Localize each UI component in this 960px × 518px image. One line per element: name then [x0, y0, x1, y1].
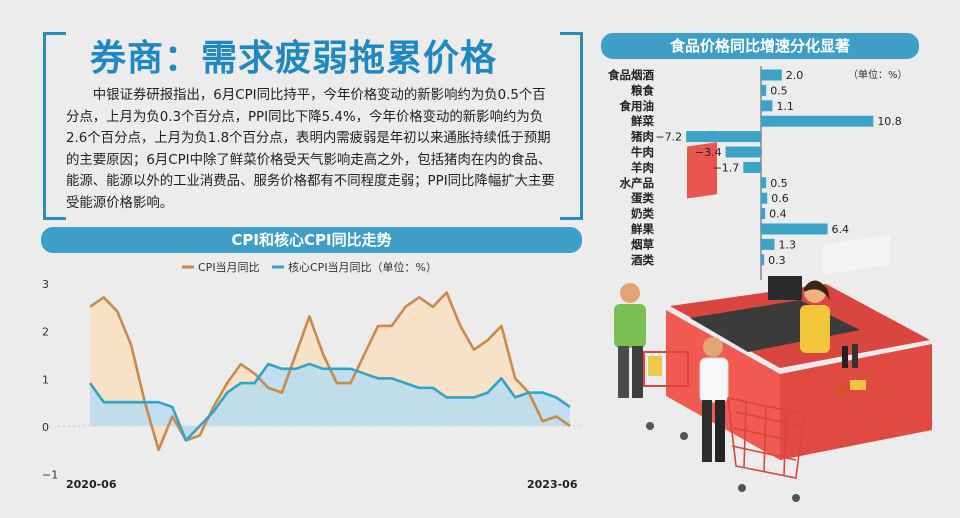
bar-value-label: −3.4: [695, 146, 722, 159]
cart-goods: [648, 356, 662, 376]
cart-wheel: [646, 422, 654, 430]
bar-category-label: 鲜果: [631, 222, 654, 236]
bar: [761, 100, 773, 112]
cashier-hair: [804, 280, 830, 300]
bar-category-label: 猪肉: [630, 130, 654, 144]
series-area-1: [90, 364, 570, 441]
bar: [761, 69, 782, 81]
legend-label-1: 核心CPI当月同比（单位：%）: [288, 260, 437, 274]
bar-value-label: −1.7: [713, 161, 740, 174]
headline-bracket-left: [43, 32, 66, 220]
bar-category-label: 牛肉: [631, 145, 654, 159]
bar-value-label: 10.8: [877, 115, 902, 128]
shopper1-head: [620, 283, 640, 303]
y-tick-label: 0: [42, 421, 49, 434]
y-tick-label: −1: [42, 469, 58, 482]
bar-category-label: 粮食: [631, 83, 654, 97]
series-line-1: [88, 362, 571, 442]
bar-category-label: 羊肉: [631, 160, 654, 174]
bar-category-label: 食品烟酒: [608, 68, 654, 82]
bar: [743, 161, 761, 173]
counter-side: [780, 344, 932, 460]
shopper1-leg2: [632, 346, 643, 398]
x-label-end: 2023-06: [527, 478, 578, 491]
bagging-area: [822, 235, 890, 274]
cart-wheel-4: [792, 494, 800, 502]
bar: [761, 84, 767, 96]
shopper2-head: [703, 337, 723, 357]
bar-category-label: 烟草: [631, 237, 654, 251]
bar-category-label: 水产品: [620, 176, 655, 190]
bottle-item-2: [852, 344, 858, 368]
shelf-sign: [687, 142, 717, 199]
bar-category-label: 鲜菜: [631, 114, 654, 128]
box-item: [850, 380, 866, 390]
shopper1-cart: [643, 351, 689, 387]
bar: [761, 223, 828, 235]
shopping-cart-front: [727, 396, 805, 479]
bottle-item: [842, 346, 848, 368]
cart-wheel-2: [680, 432, 688, 440]
headline-bracket-right: [560, 32, 583, 220]
bar-value-label: 1.1: [776, 100, 794, 113]
bar-value-label: 0.3: [768, 254, 786, 267]
cart-wheel-3: [738, 484, 746, 492]
bar-value-label: 2.0: [786, 69, 804, 82]
bar: [761, 254, 765, 266]
shopper1-leg: [618, 346, 629, 398]
bar-value-label: −7.2: [655, 131, 682, 144]
headline: 券商：需求疲弱拖累价格: [90, 38, 498, 79]
y-tick-label: 1: [42, 373, 49, 386]
shopper2-shirt: [699, 357, 729, 403]
orange-item: [837, 385, 847, 395]
bar-value-label: 1.3: [779, 238, 797, 251]
shopper2-leg: [702, 400, 712, 462]
x-label-start: 2020-06: [66, 478, 117, 491]
bar: [761, 208, 766, 220]
article-body: 中银证券研报指出，6月CPI同比持平，今年价格变动的新影响约为负0.5个百分点，…: [66, 88, 555, 211]
bar-category-label: 食用油: [620, 99, 655, 113]
bar: [686, 131, 761, 143]
y-tick-label: 3: [42, 278, 49, 291]
line-chart-title: CPI和核心CPI同比走势: [41, 227, 582, 253]
bar-value-label: 0.4: [769, 208, 787, 221]
bar: [761, 115, 874, 127]
bar: [761, 238, 775, 250]
bar-value-label: 0.6: [771, 192, 789, 205]
bar-value-label: 0.5: [770, 177, 788, 190]
register-screen: [768, 276, 802, 300]
bar-category-label: 奶类: [631, 207, 654, 221]
y-tick-label: 2: [42, 326, 49, 339]
legend-label-0: CPI当月同比: [198, 260, 260, 274]
bar-unit-note: （单位：%）: [848, 68, 908, 81]
bar: [725, 146, 761, 158]
bar: [761, 192, 768, 204]
bar-value-label: 6.4: [832, 223, 850, 236]
bar-category-label: 酒类: [631, 253, 654, 267]
bar-value-label: 0.5: [770, 84, 788, 97]
bar-chart-title: 食品价格同比增速分化显著: [601, 33, 919, 59]
cashier-apron: [800, 305, 830, 353]
shopper1-shirt: [614, 304, 646, 348]
shopper2-leg2: [715, 400, 725, 462]
bar-category-label: 蛋类: [631, 191, 654, 205]
bar: [761, 177, 767, 189]
